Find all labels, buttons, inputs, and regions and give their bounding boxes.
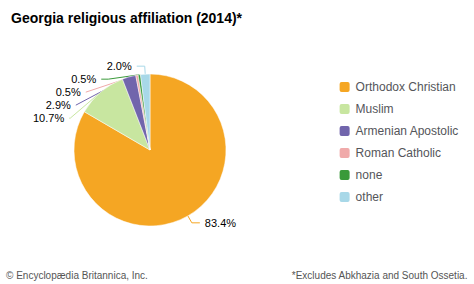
svg-text:2.9%: 2.9% — [46, 99, 71, 111]
svg-text:2.0%: 2.0% — [107, 60, 132, 72]
svg-text:other: other — [356, 190, 383, 204]
svg-text:Orthodox Christian: Orthodox Christian — [356, 80, 456, 94]
svg-text:none: none — [356, 168, 383, 182]
svg-text:Roman Catholic: Roman Catholic — [356, 146, 441, 160]
svg-text:Muslim: Muslim — [356, 102, 394, 116]
svg-text:*Excludes Abkhazia and South O: *Excludes Abkhazia and South Ossetia. — [292, 270, 468, 281]
svg-text:Armenian Apostolic: Armenian Apostolic — [356, 124, 459, 138]
svg-text:0.5%: 0.5% — [71, 73, 96, 85]
svg-text:© Encyclopædia Britannica, Inc: © Encyclopædia Britannica, Inc. — [6, 270, 148, 281]
svg-text:83.4%: 83.4% — [205, 217, 236, 229]
svg-text:10.7%: 10.7% — [33, 112, 64, 124]
svg-text:0.5%: 0.5% — [56, 86, 81, 98]
svg-text:Georgia religious affiliation: Georgia religious affiliation (2014)* — [11, 10, 243, 26]
